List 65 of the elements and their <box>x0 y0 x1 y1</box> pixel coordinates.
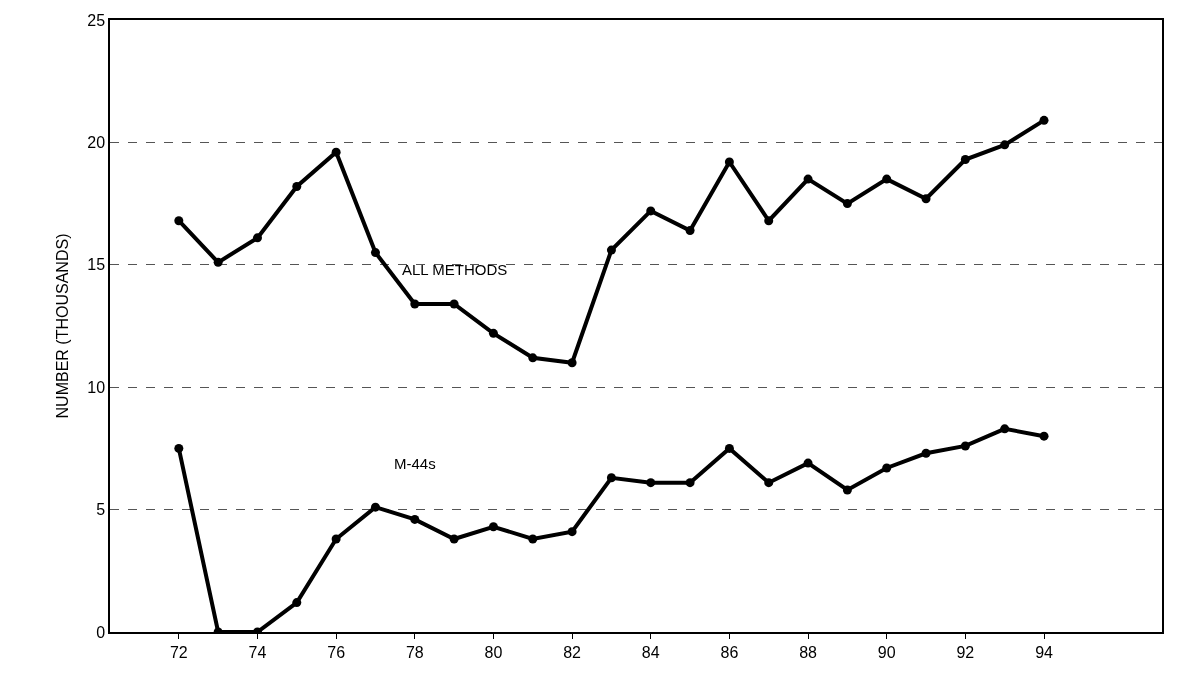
y-tick-label: 5 <box>96 501 106 519</box>
x-tick-label: 80 <box>484 643 503 661</box>
point <box>764 216 774 226</box>
point <box>449 299 459 309</box>
point <box>685 478 695 488</box>
point <box>567 358 577 368</box>
point <box>921 448 931 458</box>
point <box>1000 140 1010 150</box>
point <box>882 174 892 184</box>
point <box>331 534 341 544</box>
point <box>488 328 498 338</box>
point <box>606 245 616 255</box>
x-tick-label: 92 <box>956 643 975 661</box>
point <box>960 441 970 451</box>
x-tick-label: 84 <box>641 643 660 661</box>
point <box>410 299 420 309</box>
point <box>174 443 184 453</box>
point <box>606 473 616 483</box>
point <box>449 534 459 544</box>
point <box>960 155 970 165</box>
point <box>842 199 852 209</box>
point <box>842 485 852 495</box>
point <box>646 206 656 216</box>
point <box>803 458 813 468</box>
y-axis-title: NUMBER (THOUSANDS) <box>53 233 71 419</box>
point <box>764 478 774 488</box>
x-tick-label: 76 <box>327 643 346 661</box>
text: M-44s <box>394 455 436 472</box>
y-tick-label: 15 <box>87 256 106 274</box>
point <box>292 598 302 608</box>
point <box>1039 115 1049 125</box>
point <box>252 233 262 243</box>
point <box>1000 424 1010 434</box>
point <box>921 194 931 204</box>
point <box>370 248 380 258</box>
point <box>803 174 813 184</box>
point <box>646 478 656 488</box>
point <box>174 216 184 226</box>
x-tick-label: 86 <box>720 643 739 661</box>
x-tick-label: 90 <box>877 643 896 661</box>
y-tick-label: 25 <box>87 11 106 29</box>
y-tick-label: 20 <box>87 134 106 151</box>
y-tick-label: 10 <box>87 378 106 396</box>
point <box>567 527 577 537</box>
x-tick-label: 82 <box>563 643 582 661</box>
point <box>1039 431 1049 441</box>
x-tick-label: 74 <box>248 643 267 661</box>
point <box>685 226 695 236</box>
x-tick-label: 78 <box>405 643 424 661</box>
point <box>213 257 223 267</box>
point <box>331 147 341 157</box>
point <box>724 157 734 167</box>
point <box>528 534 538 544</box>
point <box>724 443 734 453</box>
series-label: ALL METHODS <box>402 261 508 278</box>
point <box>292 181 302 191</box>
x-tick-label: 72 <box>169 643 188 661</box>
point <box>488 522 498 532</box>
point <box>370 502 380 512</box>
y-tick-label: 0 <box>96 623 106 641</box>
x-tick-label: 94 <box>1035 643 1054 661</box>
point <box>882 463 892 473</box>
point <box>528 353 538 363</box>
x-tick-label: 88 <box>799 643 818 661</box>
point <box>410 514 420 524</box>
